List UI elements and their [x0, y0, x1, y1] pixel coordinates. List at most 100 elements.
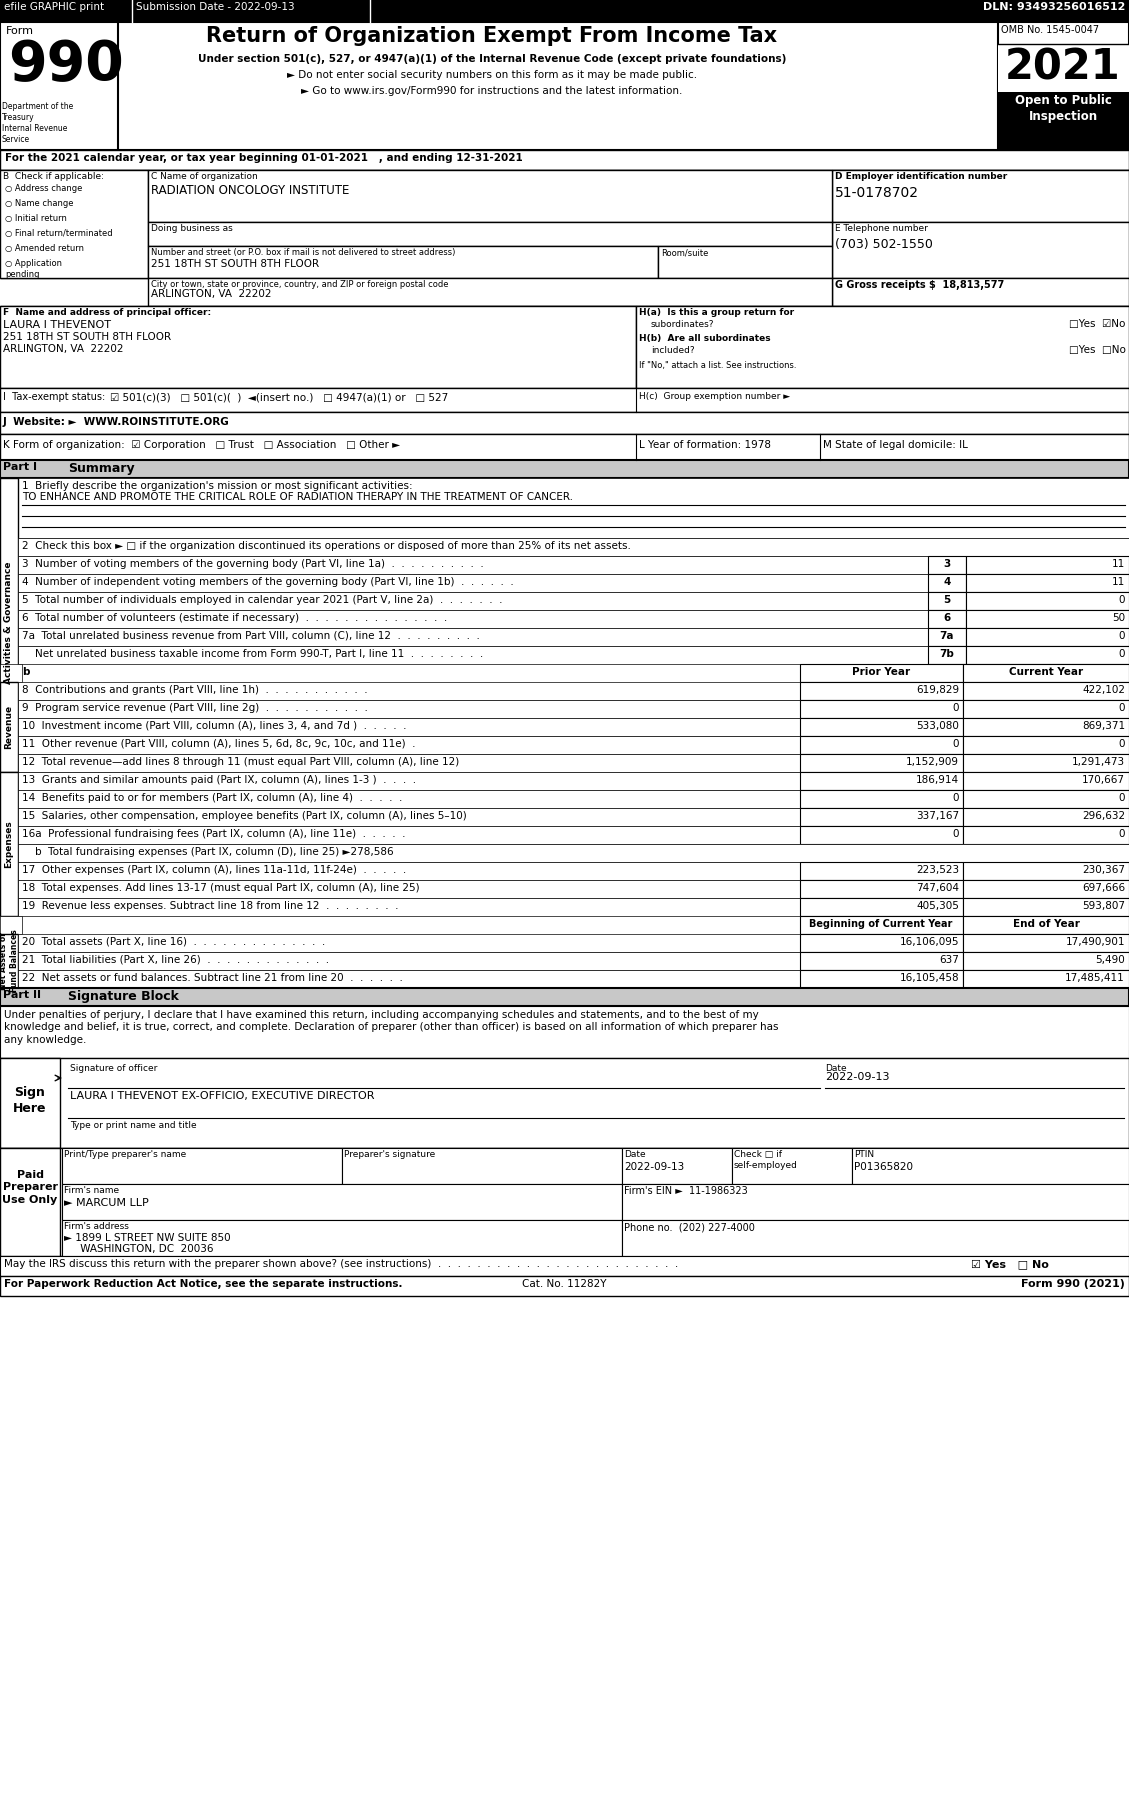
Bar	[732, 1148, 852, 1185]
Bar	[148, 221, 832, 247]
Text: DLN: 93493256016512: DLN: 93493256016512	[982, 2, 1124, 13]
Bar	[998, 44, 1129, 93]
Bar	[800, 736, 963, 755]
Text: 2022-09-13: 2022-09-13	[825, 1072, 890, 1081]
Text: 13  Grants and similar amounts paid (Part IX, column (A), lines 1-3 )  .  .  .  : 13 Grants and similar amounts paid (Part…	[21, 775, 417, 785]
Text: 593,807: 593,807	[1082, 902, 1124, 911]
Bar	[963, 791, 1129, 807]
Text: 17,485,411: 17,485,411	[1066, 972, 1124, 983]
Bar	[0, 682, 18, 773]
Text: E Telephone number: E Telephone number	[835, 223, 928, 232]
Bar	[18, 773, 800, 791]
Bar	[18, 628, 928, 646]
Text: 50: 50	[1112, 613, 1124, 622]
Text: 16,106,095: 16,106,095	[900, 938, 959, 947]
Text: Phone no.  (202) 227-4000: Phone no. (202) 227-4000	[624, 1223, 755, 1232]
Text: For the 2021 calendar year, or tax year beginning 01-01-2021   , and ending 12-3: For the 2021 calendar year, or tax year …	[5, 152, 523, 163]
Text: 4: 4	[944, 577, 951, 588]
Text: 1,291,473: 1,291,473	[1071, 756, 1124, 767]
Text: RADIATION ONCOLOGY INSTITUTE: RADIATION ONCOLOGY INSTITUTE	[151, 183, 349, 198]
Text: Expenses: Expenses	[5, 820, 14, 867]
Text: 533,080: 533,080	[916, 720, 959, 731]
Bar	[800, 682, 963, 700]
Text: 7b: 7b	[939, 649, 954, 658]
Text: M State of legal domicile: IL: M State of legal domicile: IL	[823, 441, 968, 450]
Bar	[18, 591, 928, 610]
Text: 0: 0	[1119, 704, 1124, 713]
Text: Form: Form	[6, 25, 34, 36]
Text: 11: 11	[1112, 559, 1124, 570]
Text: J  Website: ►  WWW.ROINSTITUTE.ORG: J Website: ► WWW.ROINSTITUTE.ORG	[3, 417, 229, 426]
Bar	[18, 718, 800, 736]
Text: b: b	[21, 668, 29, 677]
Bar	[62, 1185, 622, 1221]
Text: 422,102: 422,102	[1082, 686, 1124, 695]
Text: OMB No. 1545-0047: OMB No. 1545-0047	[1001, 25, 1100, 34]
Text: 186,914: 186,914	[916, 775, 959, 785]
Text: Firm's name: Firm's name	[64, 1186, 120, 1195]
Text: 6  Total number of volunteers (estimate if necessary)  .  .  .  .  .  .  .  .  .: 6 Total number of volunteers (estimate i…	[21, 613, 447, 622]
Bar	[18, 682, 800, 700]
Text: 2021: 2021	[1005, 45, 1121, 89]
Text: Firm's EIN ►  11-1986323: Firm's EIN ► 11-1986323	[624, 1186, 747, 1195]
Text: 7a  Total unrelated business revenue from Part VIII, column (C), line 12  .  .  : 7a Total unrelated business revenue from…	[21, 631, 480, 640]
Text: WASHINGTON, DC  20036: WASHINGTON, DC 20036	[64, 1244, 213, 1253]
Text: 16a  Professional fundraising fees (Part IX, column (A), line 11e)  .  .  .  .  : 16a Professional fundraising fees (Part …	[21, 829, 405, 840]
Bar	[0, 151, 1129, 171]
Bar	[966, 557, 1129, 573]
Bar	[928, 557, 966, 573]
Bar	[0, 1275, 1129, 1295]
Bar	[0, 22, 1129, 151]
Bar	[800, 755, 963, 773]
Bar	[18, 807, 800, 825]
Text: ► MARCUM LLP: ► MARCUM LLP	[64, 1197, 149, 1208]
Text: 1,152,909: 1,152,909	[905, 756, 959, 767]
Bar	[0, 0, 1129, 22]
Text: Summary: Summary	[68, 463, 134, 475]
Text: For Paperwork Reduction Act Notice, see the separate instructions.: For Paperwork Reduction Act Notice, see …	[5, 1279, 403, 1290]
Text: Under penalties of perjury, I declare that I have examined this return, includin: Under penalties of perjury, I declare th…	[5, 1010, 779, 1045]
Text: 0: 0	[1119, 649, 1124, 658]
Bar	[18, 844, 1129, 862]
Bar	[928, 628, 966, 646]
Text: ○ Initial return: ○ Initial return	[5, 214, 67, 223]
Text: 747,604: 747,604	[916, 883, 959, 892]
Text: Check □ if
self-employed: Check □ if self-employed	[734, 1150, 798, 1170]
Text: ☑ 501(c)(3)   □ 501(c)(  )  ◄(insert no.)   □ 4947(a)(1) or   □ 527: ☑ 501(c)(3) □ 501(c)( ) ◄(insert no.) □ …	[110, 392, 448, 403]
Text: D Employer identification number: D Employer identification number	[835, 172, 1007, 181]
Text: 0: 0	[953, 829, 959, 840]
Text: 337,167: 337,167	[916, 811, 959, 822]
Text: Revenue: Revenue	[5, 706, 14, 749]
Text: Open to Public
Inspection: Open to Public Inspection	[1015, 94, 1111, 123]
Bar	[0, 1058, 1129, 1148]
Bar	[800, 773, 963, 791]
Text: Part II: Part II	[3, 990, 41, 1000]
Text: 1  Briefly describe the organization's mission or most significant activities:: 1 Briefly describe the organization's mi…	[21, 481, 412, 492]
Text: 4  Number of independent voting members of the governing body (Part VI, line 1b): 4 Number of independent voting members o…	[21, 577, 514, 588]
Text: ARLINGTON, VA  22202: ARLINGTON, VA 22202	[3, 345, 123, 354]
Text: 9  Program service revenue (Part VIII, line 2g)  .  .  .  .  .  .  .  .  .  .  .: 9 Program service revenue (Part VIII, li…	[21, 704, 368, 713]
Bar	[18, 934, 800, 952]
Text: 2  Check this box ► □ if the organization discontinued its operations or dispose: 2 Check this box ► □ if the organization…	[21, 541, 631, 551]
Bar	[963, 862, 1129, 880]
Bar	[963, 755, 1129, 773]
Text: 17,490,901: 17,490,901	[1066, 938, 1124, 947]
Bar	[0, 22, 119, 151]
Text: b  Total fundraising expenses (Part IX, column (D), line 25) ►278,586: b Total fundraising expenses (Part IX, c…	[21, 847, 394, 856]
Bar	[0, 773, 18, 916]
Bar	[928, 646, 966, 664]
Bar	[963, 880, 1129, 898]
Text: Part I: Part I	[3, 463, 37, 472]
Text: Activities & Governance: Activities & Governance	[5, 562, 14, 684]
Text: G Gross receipts $  18,813,577: G Gross receipts $ 18,813,577	[835, 279, 1005, 290]
Bar	[18, 539, 1129, 557]
Text: ○ Application
pending: ○ Application pending	[5, 259, 62, 279]
Text: 51-0178702: 51-0178702	[835, 187, 919, 200]
Text: 3  Number of voting members of the governing body (Part VI, line 1a)  .  .  .  .: 3 Number of voting members of the govern…	[21, 559, 483, 570]
Text: Date: Date	[624, 1150, 646, 1159]
Text: 11  Other revenue (Part VIII, column (A), lines 5, 6d, 8c, 9c, 10c, and 11e)  .: 11 Other revenue (Part VIII, column (A),…	[21, 738, 415, 749]
Text: 0: 0	[1119, 829, 1124, 840]
Text: LAURA I THEVENOT: LAURA I THEVENOT	[3, 319, 111, 330]
Text: If "No," attach a list. See instructions.: If "No," attach a list. See instructions…	[639, 361, 796, 370]
Bar	[0, 1255, 1129, 1275]
